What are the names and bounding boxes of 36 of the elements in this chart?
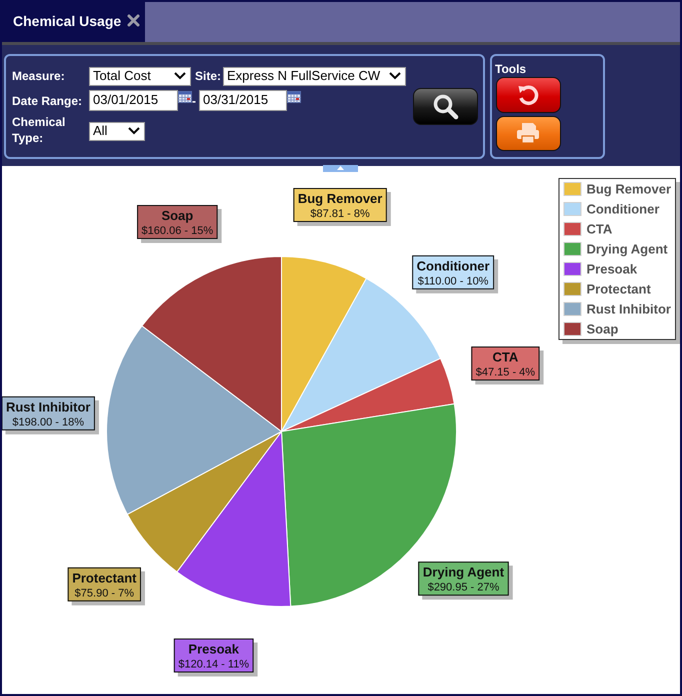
data-label: $87.81 - 8% [310, 208, 370, 220]
slice-label: Presoak [188, 641, 240, 656]
text: All [93, 123, 108, 139]
data-label: $198.00 - 18% [12, 416, 84, 428]
data-label: $47.15 - 4% [476, 366, 536, 379]
text: Date Range: [12, 93, 82, 109]
legend-label: Presoak [586, 262, 638, 277]
legend-label: Rust Inhibitor [586, 302, 671, 317]
text: Total Cost [93, 68, 151, 84]
text: 03/01/2015 [93, 92, 158, 108]
slice-label: Conditioner [416, 258, 490, 274]
slice-label: Drying Agent [422, 564, 505, 580]
text: - [192, 93, 196, 109]
chart-title: Chemical Usage [13, 12, 122, 30]
data-label: $160.06 - 15% [142, 224, 214, 237]
slice-label: CTA [492, 350, 519, 365]
data-label: $75.90 - 7% [74, 587, 134, 600]
legend-label: Conditioner [586, 202, 660, 217]
slice-label: Protectant [72, 570, 138, 586]
slice-label: Rust Inhibitor [6, 399, 90, 414]
data-label: $110.00 - 10% [418, 275, 489, 288]
legend-label: CTA [586, 222, 613, 237]
legend-label: Bug Remover [586, 182, 672, 197]
text: Tools [495, 61, 526, 77]
legend-label: Soap [586, 322, 618, 337]
text: Chemical Type: [12, 114, 66, 146]
data-label: $120.14 - 11% [178, 658, 250, 670]
text: Measure: [12, 68, 65, 84]
slice-label: Soap [161, 208, 194, 223]
text: Express N FullService CW [227, 68, 380, 84]
legend-label: Drying Agent [586, 242, 668, 257]
text: 03/31/2015 [203, 92, 268, 108]
legend-label: Protectant [586, 282, 652, 297]
data-label: $290.95 - 27% [428, 582, 500, 594]
slice-label: Bug Remover [298, 190, 382, 206]
text: Site: [195, 68, 222, 84]
